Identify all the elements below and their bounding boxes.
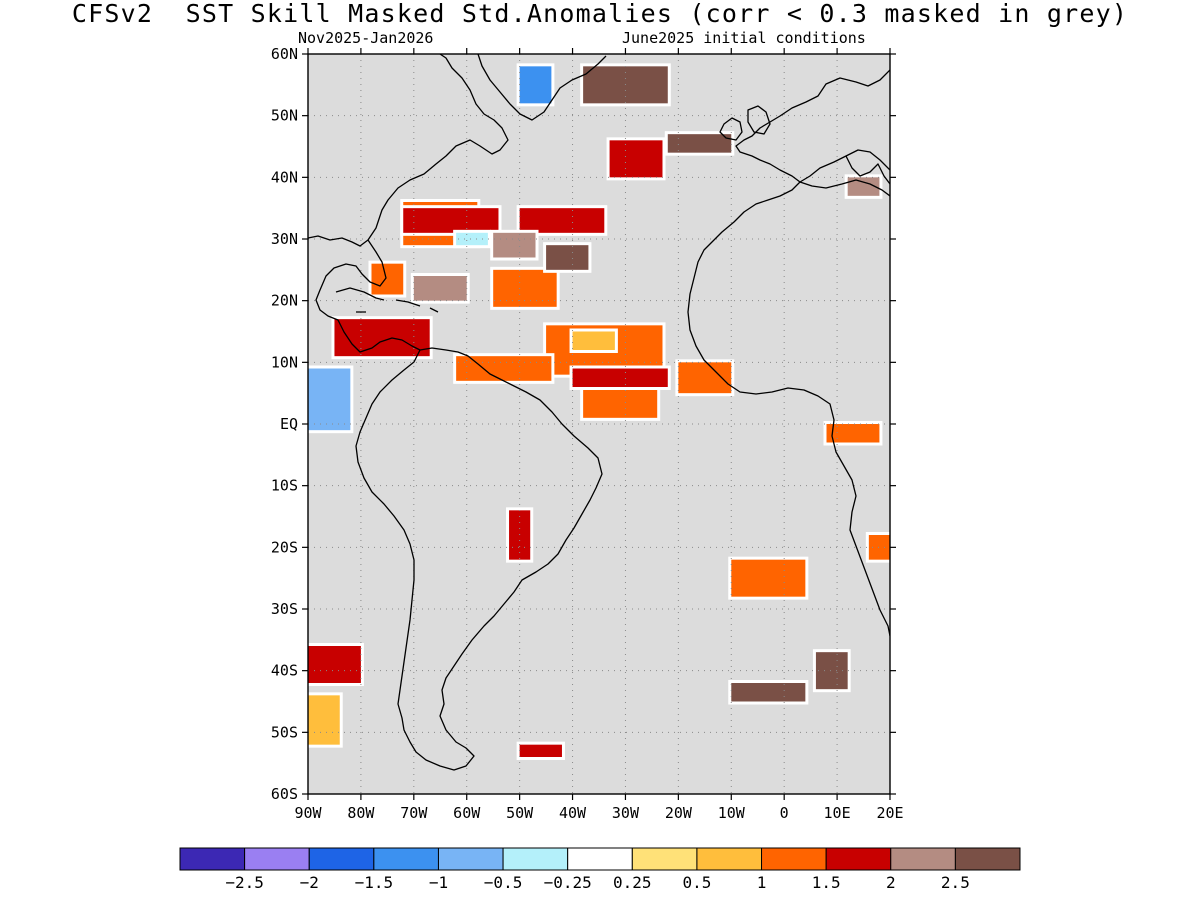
anomaly-region <box>519 208 605 233</box>
forecast-period-label: Nov2025-Jan2026 <box>298 29 434 47</box>
lon-tick-label: 0 <box>780 804 789 822</box>
colorbar-label: −0.5 <box>484 873 523 892</box>
colorbar-swatch <box>890 847 956 871</box>
lat-tick-label: 10S <box>271 477 298 495</box>
coastline-north-america <box>308 54 509 247</box>
colorbar-swatch <box>696 847 763 871</box>
lon-tick-label: 70W <box>400 804 428 822</box>
anomaly-region <box>308 695 340 745</box>
colorbar-swatch <box>761 847 827 871</box>
coastline-florida <box>315 239 421 353</box>
lat-tick-label: 20N <box>271 292 298 310</box>
colorbar-swatch <box>308 847 375 871</box>
lat-tick-label: 60N <box>271 45 298 63</box>
anomaly-region <box>371 263 404 295</box>
lat-tick-label: 30S <box>271 600 298 618</box>
colorbar-label: 1.5 <box>812 873 841 892</box>
colorbar-swatch <box>631 847 698 871</box>
anomaly-region <box>456 232 488 246</box>
colorbar-label: 0.5 <box>682 873 711 892</box>
coastline-iberia-africa <box>687 181 890 637</box>
anomaly-region <box>308 368 351 431</box>
colorbar-swatch <box>502 847 569 871</box>
anomaly-regions <box>308 63 890 760</box>
anomaly-region <box>847 177 880 196</box>
lat-tick-label: 50N <box>271 107 298 125</box>
lon-tick-label: 90W <box>294 804 322 822</box>
lon-tick-label: 10W <box>718 804 746 822</box>
lon-tick-label: 40W <box>559 804 587 822</box>
anomaly-region <box>403 208 499 233</box>
colorbar-label: −2 <box>300 873 319 892</box>
anomaly-region <box>493 269 557 307</box>
colorbar-label: 0.25 <box>613 873 652 892</box>
graticule <box>308 54 890 794</box>
colorbar-label: −2.5 <box>225 873 264 892</box>
anomaly-region <box>546 245 589 270</box>
anomaly-region <box>413 276 467 301</box>
anomaly-region <box>868 535 890 560</box>
anomaly-region <box>308 646 361 683</box>
coastlines <box>308 54 890 771</box>
colorbar-swatch <box>567 847 633 871</box>
colorbar-label: −1 <box>429 873 448 892</box>
anomaly-region <box>731 559 806 597</box>
map-axes: 60N 50N 40N 30N 20N 10N EQ 10S 20S 30S 40S 50S 60S90… <box>271 45 904 822</box>
coastline-south-america <box>355 347 603 771</box>
anomaly-region <box>583 387 658 418</box>
lon-tick-label: 50W <box>506 804 534 822</box>
coastline-greenland <box>477 54 607 121</box>
lat-tick-label: 30N <box>271 230 298 248</box>
colorbar-label: 2 <box>886 873 896 892</box>
colorbar-label: −0.25 <box>544 873 592 892</box>
colorbar-swatch <box>954 847 1021 871</box>
lat-tick-label: 40S <box>271 662 298 680</box>
anomaly-region <box>731 683 806 702</box>
anomaly-region <box>493 232 536 258</box>
lon-tick-label: 30W <box>612 804 640 822</box>
lon-tick-label: 60W <box>453 804 481 822</box>
lon-tick-label: 20W <box>665 804 693 822</box>
anomaly-region <box>519 744 562 757</box>
lon-tick-label: 10E <box>824 804 851 822</box>
coastline-caribbean-islands <box>335 287 439 313</box>
colorbar: −2.5 −2 −1.5 −1 −0.5 −0.25 0.25 0.5 1 1.5 2 2.5 <box>179 847 1021 892</box>
anomaly-region <box>678 362 732 394</box>
colorbar-label: −1.5 <box>355 873 394 892</box>
anomaly-region <box>826 424 880 443</box>
anomaly-region <box>572 368 668 387</box>
colorbar-swatch <box>179 847 246 871</box>
lat-tick-label: 60S <box>271 785 298 803</box>
initial-conditions-label: June2025 initial conditions <box>622 29 866 47</box>
map-title: CFSv2 SST Skill Masked Std.Anomalies (co… <box>71 0 1129 28</box>
colorbar-label: 2.5 <box>941 873 970 892</box>
anomaly-region <box>609 140 663 178</box>
lon-tick-label: 20E <box>876 804 903 822</box>
lat-tick-label: 10N <box>271 353 298 371</box>
lat-tick-label: 50S <box>271 723 298 741</box>
coastline-mediterranean <box>799 155 890 197</box>
colorbar-swatch <box>825 847 892 871</box>
coastline-british-isles <box>719 105 771 141</box>
coastline-europe <box>735 69 890 183</box>
colorbar-swatch <box>373 847 439 871</box>
lat-tick-label: 40N <box>271 168 298 186</box>
anomaly-region <box>519 66 552 104</box>
lat-tick-label: EQ <box>280 415 298 433</box>
anomaly-region <box>456 356 552 381</box>
colorbar-label: 1 <box>757 873 767 892</box>
colorbar-swatch <box>244 847 310 871</box>
anomaly-region <box>572 331 615 350</box>
anomaly-region <box>334 319 430 357</box>
lat-tick-label: 20S <box>271 538 298 556</box>
colorbar-swatch <box>437 847 504 871</box>
anomaly-region <box>667 134 732 153</box>
lon-tick-label: 80W <box>347 804 375 822</box>
